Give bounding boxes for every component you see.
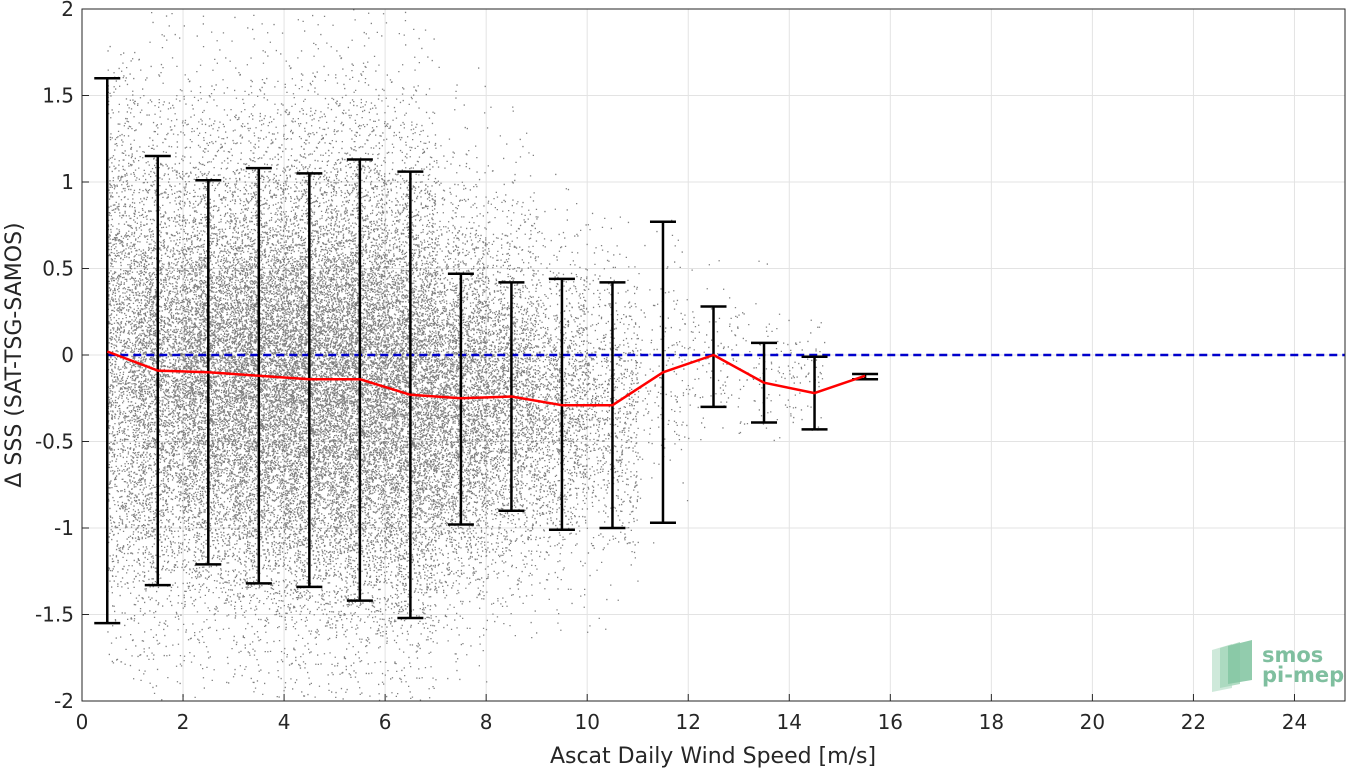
logo-text-line2: pi-mep <box>1262 663 1344 687</box>
x-tick-label: 18 <box>979 710 1004 734</box>
x-tick-label: 12 <box>676 710 701 734</box>
smos-pi-mep-logo: smos pi-mep <box>1212 640 1344 692</box>
x-tick-label: 4 <box>278 710 291 734</box>
x-tick-label: 10 <box>574 710 599 734</box>
x-tick-label: 16 <box>878 710 903 734</box>
median-line <box>106 350 866 407</box>
x-axis-title: Ascat Daily Wind Speed [m/s] <box>550 744 876 769</box>
scatter-point-group <box>790 319 826 431</box>
y-tick-label: -0.5 <box>35 430 74 454</box>
logo-text-line1: smos <box>1262 643 1323 667</box>
y-tick-label: -1.5 <box>35 603 74 627</box>
y-tick-label: -1 <box>54 516 74 540</box>
y-axis-title: Δ SSS (SAT-TSG-SAMOS) <box>2 222 27 487</box>
x-axis-ticks: 0 2 4 6 8 10 12 14 16 18 20 22 24 <box>76 694 1307 734</box>
scatter-point-group <box>435 66 488 683</box>
y-axis-ticks: -2 -1.5 -1 -0.5 0 0.5 1 1.5 2 <box>35 0 89 713</box>
y-tick-label: 1 <box>61 170 74 194</box>
x-tick-label: 0 <box>76 710 89 734</box>
x-tick-label: 20 <box>1080 710 1105 734</box>
x-tick-label: 22 <box>1181 710 1206 734</box>
scatter-point-group <box>233 14 286 698</box>
y-tick-label: 0.5 <box>42 257 74 281</box>
x-tick-label: 24 <box>1282 710 1307 734</box>
y-tick-label: 0 <box>61 343 74 367</box>
x-tick-label: 2 <box>177 710 190 734</box>
y-tick-label: 1.5 <box>42 84 74 108</box>
error-bar <box>94 76 121 625</box>
scatter-point-group <box>587 212 639 630</box>
x-tick-label: 14 <box>777 710 802 734</box>
error-bar <box>700 305 727 409</box>
x-tick-label: 6 <box>379 710 392 734</box>
logo-emblem-icon <box>1212 640 1252 692</box>
scatter-point-group <box>334 9 387 701</box>
x-tick-label: 8 <box>480 710 493 734</box>
y-tick-label: -2 <box>54 689 74 713</box>
scatter-point-group <box>284 14 336 698</box>
y-tick-label: 2 <box>61 0 74 21</box>
median-series-line <box>106 350 866 407</box>
scatter-point-group <box>536 173 589 633</box>
